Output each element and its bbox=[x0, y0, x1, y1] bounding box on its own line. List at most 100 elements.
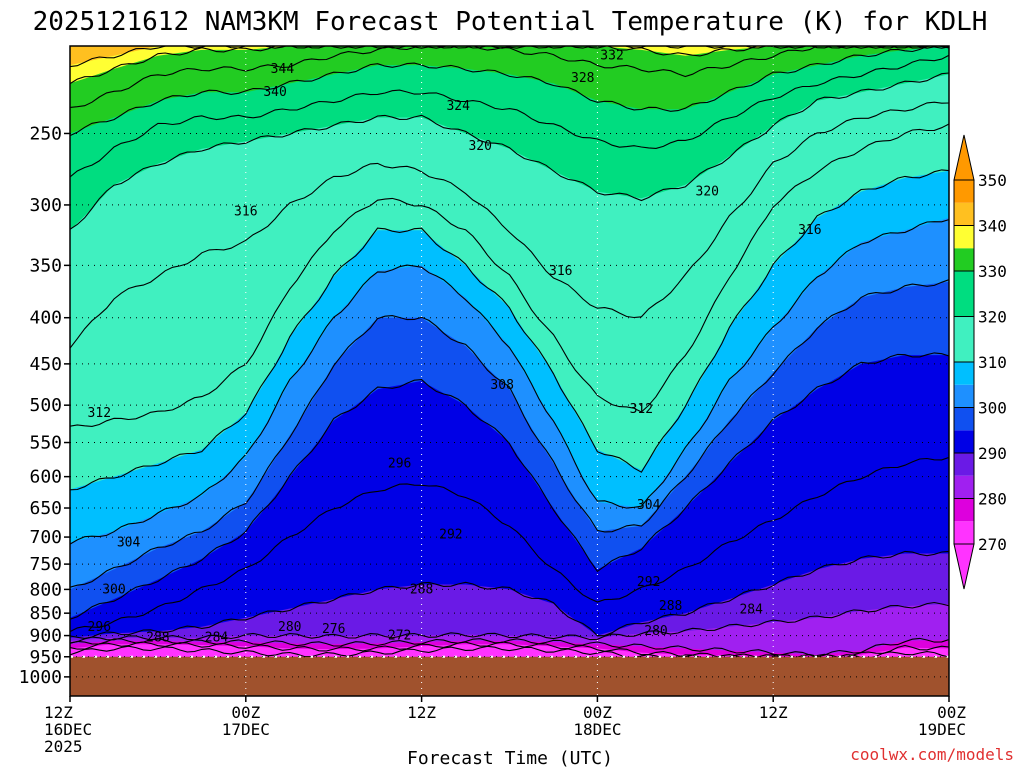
x-tick-label-24-0: 12Z bbox=[407, 703, 436, 722]
fill-band-332 bbox=[70, 46, 949, 110]
contour-label-284: 284 bbox=[205, 631, 229, 646]
credit-text: coolwx.com/models bbox=[850, 745, 1014, 764]
contour-label-344: 344 bbox=[271, 62, 295, 77]
y-axis: 2503003504004505005506006507007508008509… bbox=[19, 123, 70, 688]
contour-label-340: 340 bbox=[263, 85, 286, 100]
contour-label-288: 288 bbox=[659, 599, 682, 614]
contour-label-288: 288 bbox=[146, 631, 169, 646]
contour-label-284: 284 bbox=[739, 602, 763, 617]
colorbar-label-320: 320 bbox=[978, 308, 1007, 327]
colorbar-band-320 bbox=[954, 271, 974, 317]
x-tick-label-36-1: 18DEC bbox=[573, 720, 621, 739]
colorbar-band-340 bbox=[954, 202, 974, 226]
y-tick-label-800: 800 bbox=[29, 579, 62, 600]
contour-label-308: 308 bbox=[490, 378, 513, 393]
colorbar-bottom-arrow bbox=[953, 543, 975, 590]
x-tick-label-0-0: 12Z bbox=[44, 703, 73, 722]
x-tick-label-60-0: 00Z bbox=[937, 703, 966, 722]
colorbar: 270 280 290 300 310 320 330 340 350 bbox=[953, 134, 1007, 590]
y-tick-label-1000: 1000 bbox=[19, 667, 62, 688]
colorbar-top-arrow bbox=[953, 134, 975, 181]
y-tick-label-950: 950 bbox=[29, 647, 62, 668]
x-tick-label-36-0: 00Z bbox=[583, 703, 612, 722]
y-tick-label-400: 400 bbox=[29, 308, 62, 329]
colorbar-band-300 bbox=[954, 384, 974, 408]
isentrope-280 bbox=[70, 637, 949, 658]
y-tick-label-350: 350 bbox=[29, 255, 62, 276]
colorbar-band-330 bbox=[954, 248, 974, 271]
contour-label-296: 296 bbox=[388, 456, 411, 471]
isentrope-300 bbox=[70, 279, 949, 588]
colorbar-label-350: 350 bbox=[978, 171, 1007, 190]
contour-label-312: 312 bbox=[630, 402, 653, 417]
contour-labels: 344 340 332 328 324 320 320 316 316 316 312 312 308 3… bbox=[88, 49, 822, 646]
y-tick-label-650: 650 bbox=[29, 498, 62, 519]
contour-label-280: 280 bbox=[278, 620, 301, 635]
colorbar-band-310 bbox=[954, 316, 974, 362]
y-tick-label-750: 750 bbox=[29, 554, 62, 575]
y-tick-label-600: 600 bbox=[29, 467, 62, 488]
contour-label-316: 316 bbox=[549, 264, 572, 279]
isentrope-296 bbox=[70, 352, 949, 620]
isentrope-304 bbox=[70, 219, 949, 545]
isentrope-284 bbox=[70, 601, 949, 644]
colorbar-label-270: 270 bbox=[978, 535, 1007, 554]
isentrope-316 bbox=[70, 101, 949, 349]
colorbar-label-310: 310 bbox=[978, 353, 1007, 372]
colorbar-label-300: 300 bbox=[978, 399, 1007, 418]
plot-area bbox=[70, 46, 949, 696]
isentrope-324 bbox=[70, 54, 949, 178]
isentrope-332 bbox=[70, 46, 939, 108]
isentrope-328 bbox=[70, 46, 949, 137]
isentrope-272 bbox=[70, 645, 949, 660]
contour-label-304: 304 bbox=[637, 498, 661, 513]
y-tick-label-500: 500 bbox=[29, 395, 62, 416]
grid-lines bbox=[70, 46, 949, 696]
colorbar-label-330: 330 bbox=[978, 262, 1007, 281]
x-tick-label-48-0: 12Z bbox=[759, 703, 788, 722]
contour-label-300: 300 bbox=[102, 582, 125, 597]
contour-label-320: 320 bbox=[468, 139, 491, 154]
colorbar-band-345 bbox=[954, 180, 974, 203]
x-tick-label-60-1: 19DEC bbox=[918, 720, 966, 739]
chart-title: 2025121612 NAM3KM Forecast Potential Tem… bbox=[33, 7, 988, 37]
isentrope-288 bbox=[70, 550, 949, 639]
colorbar-band-285 bbox=[954, 453, 974, 476]
y-tick-label-700: 700 bbox=[29, 527, 62, 548]
x-axis-label: Forecast Time (UTC) bbox=[407, 748, 613, 768]
contour-label-312: 312 bbox=[88, 406, 111, 421]
y-tick-label-250: 250 bbox=[29, 123, 62, 144]
isentrope-308 bbox=[70, 169, 949, 491]
colorbar-band-275 bbox=[954, 498, 974, 522]
fill-band-328 bbox=[70, 46, 949, 134]
ground-mask bbox=[70, 655, 949, 696]
contour-label-276: 276 bbox=[322, 622, 345, 637]
y-tick-label-900: 900 bbox=[29, 626, 62, 647]
x-tick-label-0-2: 2025 bbox=[44, 737, 83, 756]
colorbar-band-305 bbox=[954, 362, 974, 385]
y-tick-label-850: 850 bbox=[29, 603, 62, 624]
x-tick-label-12-1: 17DEC bbox=[222, 720, 270, 739]
colorbar-band-280 bbox=[954, 475, 974, 499]
contour-label-280: 280 bbox=[644, 624, 667, 639]
contour-label-304: 304 bbox=[117, 536, 141, 551]
x-tick-label-12-0: 00Z bbox=[231, 703, 260, 722]
colorbar-band-295 bbox=[954, 407, 974, 431]
colorbar-label-280: 280 bbox=[978, 490, 1007, 509]
colorbar-band-290 bbox=[954, 430, 974, 453]
x-tick-label-0-1: 16DEC bbox=[44, 720, 92, 739]
colorbar-band-270 bbox=[954, 521, 974, 544]
contour-label-296: 296 bbox=[88, 620, 111, 635]
contour-label-288: 288 bbox=[410, 582, 433, 597]
colorbar-label-340: 340 bbox=[978, 217, 1007, 236]
fill-band-336 bbox=[70, 46, 949, 84]
contour-label-324: 324 bbox=[446, 99, 470, 114]
contour-label-316: 316 bbox=[234, 204, 257, 219]
isentrope-312 bbox=[70, 123, 949, 427]
y-tick-label-550: 550 bbox=[29, 433, 62, 454]
ground-fill bbox=[70, 656, 949, 696]
plot-frame bbox=[69, 45, 950, 697]
contour-label-332: 332 bbox=[600, 49, 623, 64]
